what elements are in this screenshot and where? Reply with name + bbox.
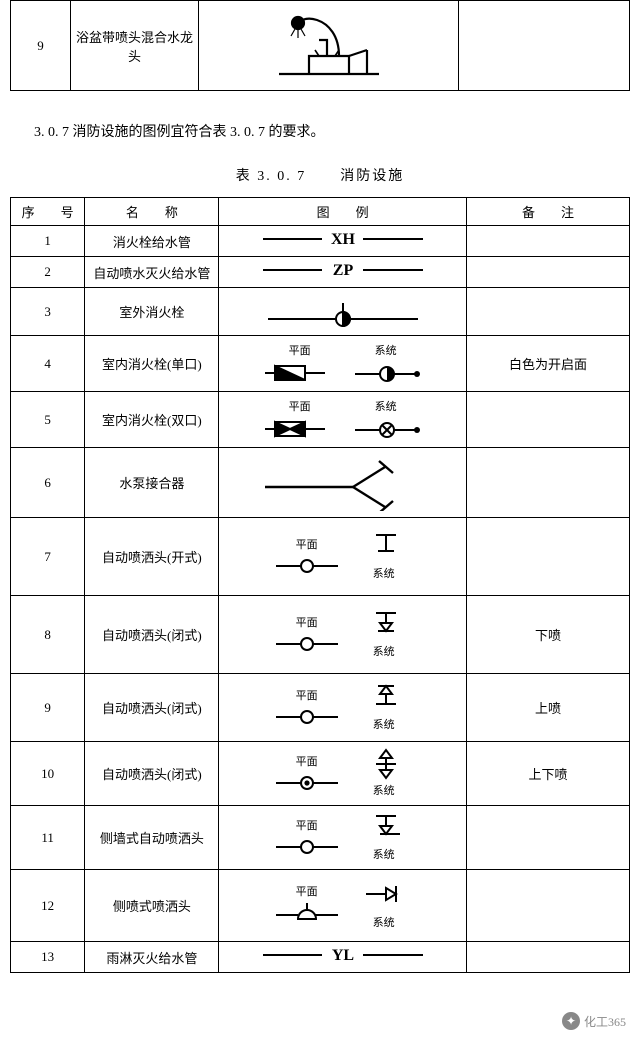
- svg-text:YL: YL: [332, 947, 354, 964]
- cell-note: [466, 942, 629, 973]
- table-header-row: 序 号 名 称 图 例 备 注: [11, 198, 630, 226]
- cell-note: 上下喷: [466, 742, 629, 806]
- pipe-symbol-icon: ZP: [258, 259, 428, 281]
- table-row: 4室内消火栓(单口) 平面 系统 白色为开启面: [11, 336, 630, 392]
- cell-note: [466, 288, 629, 336]
- page: 9 浴盆带喷头混合水龙 头: [0, 0, 640, 983]
- cell-name: 自动喷洒头(闭式): [85, 674, 219, 742]
- cell-num: 8: [11, 596, 85, 674]
- top-num: 9: [11, 1, 71, 91]
- cell-num: 1: [11, 226, 85, 257]
- cell-symbol: XH: [219, 226, 467, 257]
- cell-name: 室外消火栓: [85, 288, 219, 336]
- cell-note: [466, 448, 629, 518]
- table-row: 6水泵接合器: [11, 448, 630, 518]
- cell-num: 12: [11, 870, 85, 942]
- cell-name: 自动喷洒头(闭式): [85, 742, 219, 806]
- cell-note: [466, 257, 629, 288]
- cell-num: 9: [11, 674, 85, 742]
- cell-symbol: 平面 系统: [219, 674, 467, 742]
- pipe-symbol-icon: XH: [258, 228, 428, 250]
- cell-name: 自动喷洒头(开式): [85, 518, 219, 596]
- cell-note: [466, 806, 629, 870]
- top-table-row: 9 浴盆带喷头混合水龙 头: [11, 1, 630, 91]
- cell-symbol: 平面 系统: [219, 806, 467, 870]
- top-name: 浴盆带喷头混合水龙 头: [71, 1, 199, 91]
- table-row: 9自动喷洒头(闭式) 平面 系统 上喷: [11, 674, 630, 742]
- table-row: 8自动喷洒头(闭式) 平面 系统 下喷: [11, 596, 630, 674]
- cell-name: 自动喷洒头(闭式): [85, 596, 219, 674]
- cell-num: 6: [11, 448, 85, 518]
- cell-num: 3: [11, 288, 85, 336]
- fire-equipment-table: 序 号 名 称 图 例 备 注 1消火栓给水管 XH 2自动喷水灭火给水管 ZP…: [10, 197, 630, 973]
- cell-name: 自动喷水灭火给水管: [85, 257, 219, 288]
- svg-text:XH: XH: [331, 231, 356, 248]
- table-row: 13雨淋灭火给水管 YL: [11, 942, 630, 973]
- cell-symbol: 平面 系统: [219, 596, 467, 674]
- top-note: [459, 1, 630, 91]
- cell-num: 4: [11, 336, 85, 392]
- cell-name: 室内消火栓(双口): [85, 392, 219, 448]
- cell-num: 2: [11, 257, 85, 288]
- cell-name: 水泵接合器: [85, 448, 219, 518]
- col-num: 序 号: [11, 198, 85, 226]
- wechat-icon: ✦: [562, 1012, 580, 1030]
- col-name: 名 称: [85, 198, 219, 226]
- table-row: 10自动喷洒头(闭式) 平面 系统 上下喷: [11, 742, 630, 806]
- table-row: 1消火栓给水管 XH: [11, 226, 630, 257]
- table-row: 12侧喷式喷洒头 平面 系统: [11, 870, 630, 942]
- cell-symbol: 平面 系统: [219, 518, 467, 596]
- cell-note: 上喷: [466, 674, 629, 742]
- table-row: 7自动喷洒头(开式) 平面 系统: [11, 518, 630, 596]
- cell-num: 5: [11, 392, 85, 448]
- caption-right: 消防设施: [340, 169, 404, 184]
- cell-note: 下喷: [466, 596, 629, 674]
- cell-symbol: 平面 系统: [219, 742, 467, 806]
- table-caption: 表 3. 0. 7 消防设施: [10, 165, 630, 185]
- watermark-text: 化工365: [584, 1013, 626, 1030]
- cell-symbol: ZP: [219, 257, 467, 288]
- top-table-fragment: 9 浴盆带喷头混合水龙 头: [10, 0, 630, 91]
- cell-note: [466, 870, 629, 942]
- cell-symbol: 平面 系统: [219, 336, 467, 392]
- intro-text: 3. 0. 7 消防设施的图例宜符合表 3. 0. 7 的要求。: [34, 119, 630, 147]
- cell-symbol: 平面 系统: [219, 870, 467, 942]
- cell-note: [466, 518, 629, 596]
- cell-symbol: [219, 448, 467, 518]
- cell-note: 白色为开启面: [466, 336, 629, 392]
- cell-num: 13: [11, 942, 85, 973]
- cell-note: [466, 392, 629, 448]
- cell-num: 7: [11, 518, 85, 596]
- pipe-symbol-icon: YL: [258, 944, 428, 966]
- cell-name: 侧喷式喷洒头: [85, 870, 219, 942]
- cell-symbol: 平面 系统: [219, 392, 467, 448]
- cell-name: 室内消火栓(单口): [85, 336, 219, 392]
- cell-num: 11: [11, 806, 85, 870]
- cell-symbol: [219, 288, 467, 336]
- cell-num: 10: [11, 742, 85, 806]
- cell-name: 消火栓给水管: [85, 226, 219, 257]
- bathtub-faucet-icon: [249, 6, 409, 86]
- cell-name: 侧墙式自动喷洒头: [85, 806, 219, 870]
- table-row: 11侧墙式自动喷洒头 平面 系统: [11, 806, 630, 870]
- svg-text:ZP: ZP: [332, 262, 353, 279]
- watermark: ✦ 化工365: [562, 1012, 626, 1030]
- col-symbol: 图 例: [219, 198, 467, 226]
- table-row: 5室内消火栓(双口) 平面 系统: [11, 392, 630, 448]
- cell-symbol: YL: [219, 942, 467, 973]
- cell-name: 雨淋灭火给水管: [85, 942, 219, 973]
- caption-left: 表 3. 0. 7: [236, 169, 307, 184]
- table-row: 2自动喷水灭火给水管 ZP: [11, 257, 630, 288]
- top-symbol: [199, 1, 459, 91]
- col-note: 备 注: [466, 198, 629, 226]
- table-row: 3室外消火栓: [11, 288, 630, 336]
- cell-note: [466, 226, 629, 257]
